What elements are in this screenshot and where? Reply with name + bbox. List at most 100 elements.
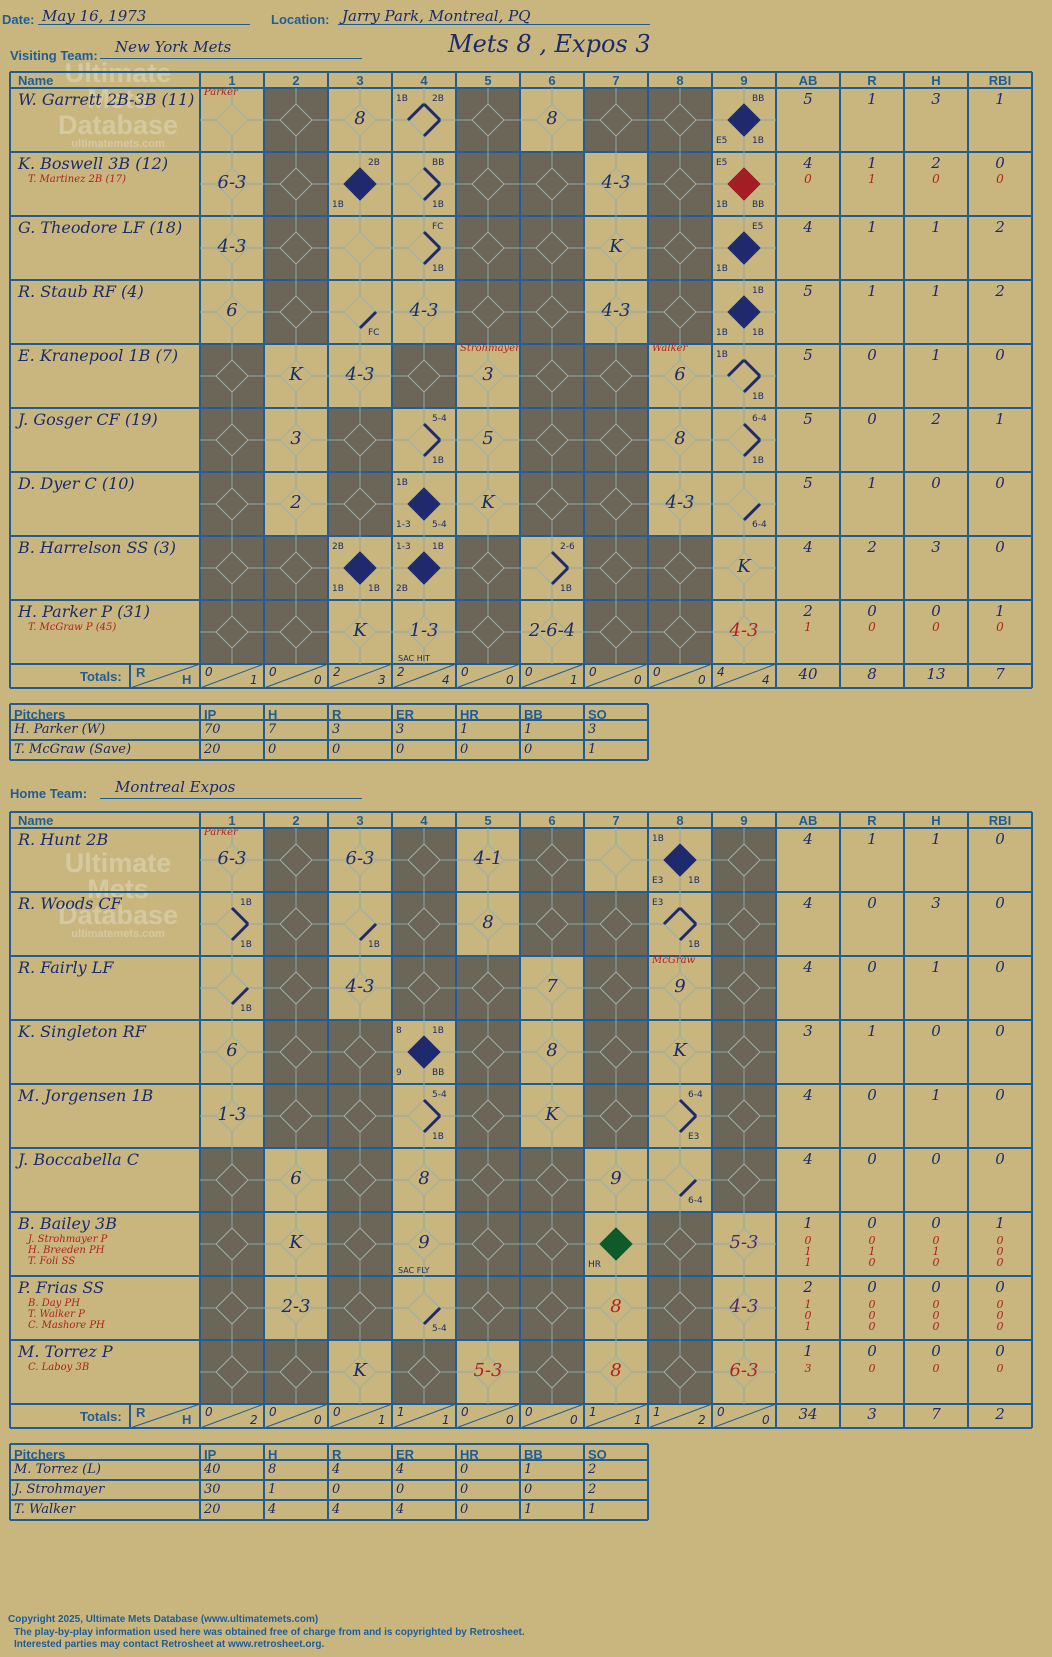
play-result: 4-3 (729, 1296, 759, 1317)
play-annotation: E5 (716, 158, 728, 168)
pitcher-stat: 70 (204, 722, 221, 737)
play-result: K (289, 1232, 303, 1253)
pitcher-stat: 1 (588, 1502, 597, 1517)
substitute-stat: 0 (804, 1234, 812, 1247)
pitcher-stat: 0 (460, 1502, 469, 1517)
pitchers-header-er: ER (396, 1447, 415, 1462)
pitcher-name: J. Strohmayer (14, 1482, 105, 1497)
play-annotation: 1B (716, 328, 728, 338)
base-path (678, 1098, 698, 1118)
base-diamond (663, 1227, 697, 1261)
play-annotation: 9 (396, 1068, 402, 1078)
substitute-stat: 0 (932, 172, 940, 186)
substitute-stat: 0 (932, 1362, 940, 1375)
play-annotation: 5-4 (432, 520, 447, 530)
base-diamond (407, 1291, 441, 1325)
pitchers-header-ip: IP (204, 1447, 217, 1462)
inning-runs-total: 0 (333, 1405, 341, 1419)
play-result: 3 (482, 364, 494, 385)
base-path (678, 922, 698, 942)
base-path (422, 438, 442, 458)
substitute-stat: 0 (868, 1320, 876, 1333)
play-annotation: 1B (332, 200, 344, 210)
base-diamond (279, 907, 313, 941)
substitute-stat: 0 (996, 1256, 1004, 1269)
column-header-5: 5 (484, 813, 492, 828)
substitute-stat: 0 (868, 620, 876, 634)
player-stat: 1 (995, 90, 1005, 108)
player-stat: 4 (803, 154, 813, 172)
player-stat: 1 (803, 1342, 813, 1360)
play-annotation: 1B (752, 286, 764, 296)
team-total-stat: 34 (798, 1405, 818, 1423)
play-result: K (353, 1360, 367, 1381)
play-annotation: 6-4 (752, 520, 767, 530)
substitute-stat: 0 (932, 1234, 940, 1247)
player-stat: 0 (931, 1150, 941, 1168)
substitute-name: T. McGraw P (45) (28, 622, 117, 633)
team-total-stat: 40 (798, 665, 818, 683)
player-stat: 1 (931, 282, 941, 300)
pitcher-stat: 1 (524, 722, 533, 737)
run-scored-diamond (599, 1227, 633, 1261)
player-name: K. Boswell 3B (12) (18, 154, 169, 173)
location-underline (338, 24, 650, 25)
play-annotation: 1B (752, 328, 764, 338)
base-path (358, 310, 378, 330)
play-annotation: SAC FLY (398, 1266, 430, 1275)
player-stat: 4 (803, 1150, 813, 1168)
pitcher-stat: 0 (332, 1482, 341, 1497)
play-result: 2-3 (281, 1296, 311, 1317)
play-result: 8 (546, 108, 558, 129)
player-stat: 0 (867, 1086, 877, 1104)
play-annotation: E5 (752, 222, 764, 232)
base-diamond (599, 1035, 633, 1069)
play-result: 9 (610, 1168, 622, 1189)
player-stat: 2 (931, 154, 941, 172)
player-stat: 3 (931, 894, 941, 912)
play-result: 4-3 (601, 300, 631, 321)
substitute-name: T. Walker P (28, 1309, 85, 1320)
pitcher-stat: 30 (204, 1482, 221, 1497)
column-header-1: 1 (228, 813, 236, 828)
play-result: 9 (418, 1232, 430, 1253)
play-result: 6-3 (217, 172, 247, 193)
base-diamond (599, 843, 633, 877)
pitcher-stat: 1 (524, 1502, 533, 1517)
totals-label: Totals: (80, 669, 122, 684)
play-result: 4-3 (345, 364, 375, 385)
substitute-stat: 1 (804, 1245, 812, 1258)
totals-diagonal (455, 1403, 521, 1429)
column-header-r: R (867, 73, 877, 88)
player-name: J. Boccabella C (18, 1150, 140, 1169)
pitchers-header-ip: IP (204, 707, 217, 722)
player-stat: 4 (803, 538, 813, 556)
pitchers-header-so: SO (588, 1447, 607, 1462)
pitcher-stat: 8 (268, 1462, 277, 1477)
play-result: 5 (482, 428, 494, 449)
date-value: May 16, 1973 (42, 7, 147, 25)
base-path (422, 118, 442, 138)
run-scored-diamond (407, 551, 441, 585)
player-name: W. Garrett 2B-3B (11) (18, 90, 195, 109)
base-diamond (471, 1035, 505, 1069)
play-result: 8 (354, 108, 366, 129)
totals-r-label: R (136, 665, 146, 680)
play-annotation: 1B (396, 94, 408, 104)
player-stat: 5 (803, 346, 813, 364)
player-stat: 1 (803, 1214, 813, 1232)
inning-runs-total: 2 (333, 665, 341, 679)
base-diamond (663, 1355, 697, 1389)
player-stat: 0 (867, 958, 877, 976)
player-stat: 2 (995, 218, 1005, 236)
base-diamond (343, 1163, 377, 1197)
base-diamond (535, 843, 569, 877)
player-stat: 0 (995, 538, 1005, 556)
play-annotation: BB (432, 158, 445, 168)
pitcher-stat: 0 (460, 1482, 469, 1497)
base-path (742, 358, 762, 378)
player-stat: 4 (803, 958, 813, 976)
player-stat: 1 (931, 346, 941, 364)
base-path (358, 922, 378, 942)
